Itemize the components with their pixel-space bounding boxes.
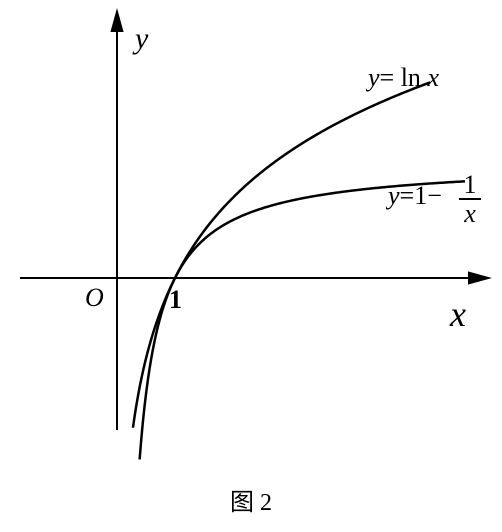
y-axis-label: y — [132, 22, 149, 55]
ln-label-x: x — [426, 63, 439, 92]
recip-label-numerator: 1 — [464, 170, 477, 199]
tick-1-label: 1 — [169, 285, 182, 314]
figure-caption: 图 2 — [230, 490, 272, 516]
y-axis-arrow — [110, 8, 123, 32]
x-axis-arrow — [468, 271, 492, 284]
origin-label: O — [85, 283, 104, 312]
chart-svg: y x O 1 y= ln x y=1− 1 x 图 2 — [0, 0, 502, 532]
recip-label-eq: =1− — [400, 181, 442, 210]
x-axis-label: x — [449, 294, 466, 334]
svg-text:y= ln x: y= ln x — [365, 63, 439, 92]
svg-text:y=1−: y=1− — [385, 181, 442, 210]
recip-label-denominator: x — [463, 199, 476, 228]
curve-ln-x — [133, 82, 430, 427]
ln-label-y: y — [365, 63, 380, 92]
recip-label-y: y — [385, 181, 400, 210]
curve-one-minus-one-over-x — [140, 181, 465, 459]
ln-label-eq: = ln — [380, 63, 421, 92]
curve-ln-label: y= ln x — [365, 63, 439, 92]
curve-recip-label: y=1− 1 x — [385, 170, 481, 228]
chart-container: y x O 1 y= ln x y=1− 1 x 图 2 — [0, 0, 502, 532]
